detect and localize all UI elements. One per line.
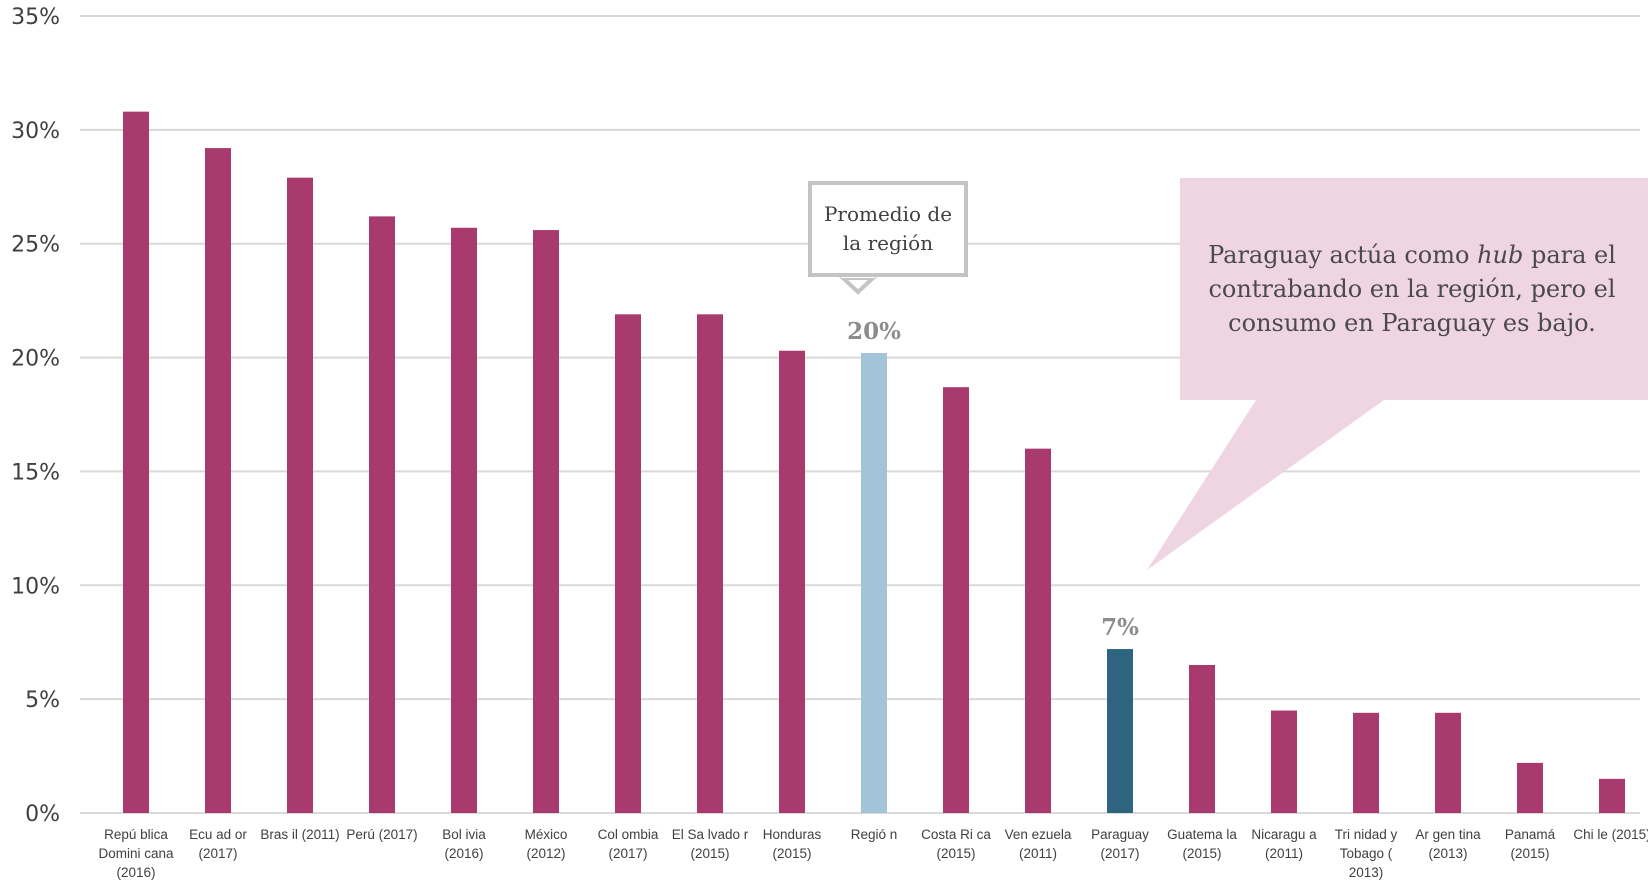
y-tick-label: 25% bbox=[11, 233, 60, 258]
x-category-label: Honduras (2015) bbox=[763, 827, 822, 861]
bar bbox=[451, 227, 477, 813]
x-category-label: Tri nidad y Tobago (2013) bbox=[1335, 827, 1398, 880]
x-category-label: Regió n bbox=[851, 827, 898, 842]
x-axis-category-labels: Repú blica Domini cana (2016) Ecu ad or (201… bbox=[98, 827, 1648, 880]
y-axis-tick-labels: 0% 5% 10% 15% 20% 25% 30% 35% bbox=[11, 5, 60, 827]
bar bbox=[1271, 710, 1297, 813]
bar bbox=[1107, 649, 1133, 813]
x-category-label: Col ombia (2017) bbox=[598, 827, 659, 861]
bar bbox=[533, 230, 559, 814]
paraguay-note-hub: hub bbox=[1477, 241, 1524, 269]
x-category-label: Perú (2017) bbox=[346, 827, 417, 842]
x-category-label: Panamá (2015) bbox=[1505, 827, 1556, 861]
data-labels: 20% 7% bbox=[847, 318, 1139, 641]
bar bbox=[1189, 664, 1215, 813]
x-category-label: Costa Ri ca (2015) bbox=[921, 827, 991, 861]
x-category-label: México (2012) bbox=[525, 827, 568, 861]
region-average-callout-text: Promedio de la región bbox=[823, 202, 953, 255]
bar bbox=[123, 111, 149, 813]
bar bbox=[943, 387, 969, 813]
bar bbox=[1353, 712, 1379, 813]
bar bbox=[697, 314, 723, 813]
x-category-label: El Sa lvado r (2015) bbox=[672, 827, 749, 861]
bar bbox=[287, 177, 313, 814]
y-tick-label: 20% bbox=[11, 347, 60, 372]
paraguay-note: Paraguay actúa como hub para el contraba… bbox=[1182, 238, 1642, 340]
paraguay-note-text-2: para el contrabando en la región, pero e… bbox=[1208, 241, 1616, 337]
y-tick-label: 35% bbox=[11, 5, 60, 30]
bar bbox=[779, 350, 805, 813]
x-category-label: Chi le (2015) bbox=[1573, 827, 1648, 842]
x-category-label: Paraguay (2017) bbox=[1091, 827, 1149, 861]
y-tick-label: 5% bbox=[25, 688, 60, 713]
x-category-label: Ecu ad or (2017) bbox=[189, 827, 247, 861]
x-category-label: Guatema la (2015) bbox=[1167, 827, 1237, 861]
x-category-label: Nicaragu a (2011) bbox=[1251, 827, 1317, 861]
bars bbox=[123, 111, 1625, 814]
y-tick-label: 0% bbox=[25, 802, 60, 827]
x-category-label: Bras il (2011) bbox=[260, 827, 339, 842]
x-category-label: Repú blica Domini cana (2016) bbox=[98, 827, 174, 880]
bar bbox=[205, 148, 231, 813]
x-category-label: Ar gen tina (2013) bbox=[1415, 827, 1481, 861]
bar bbox=[1025, 448, 1051, 813]
data-label: 7% bbox=[1101, 614, 1139, 641]
data-label: 20% bbox=[847, 318, 901, 345]
bar bbox=[615, 314, 641, 813]
paraguay-note-text-1: Paraguay actúa como bbox=[1208, 241, 1478, 269]
x-category-label: Ven ezuela (2011) bbox=[1005, 827, 1072, 861]
y-tick-label: 15% bbox=[11, 460, 60, 485]
region-average-callout: Promedio de la región bbox=[808, 181, 968, 277]
x-category-label: Bol ivia (2016) bbox=[442, 827, 486, 861]
bar bbox=[369, 216, 395, 814]
bar bbox=[1517, 762, 1543, 813]
bar bbox=[1435, 712, 1461, 813]
y-tick-label: 10% bbox=[11, 574, 60, 599]
note-speech-bubble bbox=[1147, 178, 1648, 570]
gridlines bbox=[80, 15, 1640, 814]
y-tick-label: 30% bbox=[11, 119, 60, 144]
bar bbox=[1599, 778, 1625, 813]
bar bbox=[861, 353, 887, 813]
